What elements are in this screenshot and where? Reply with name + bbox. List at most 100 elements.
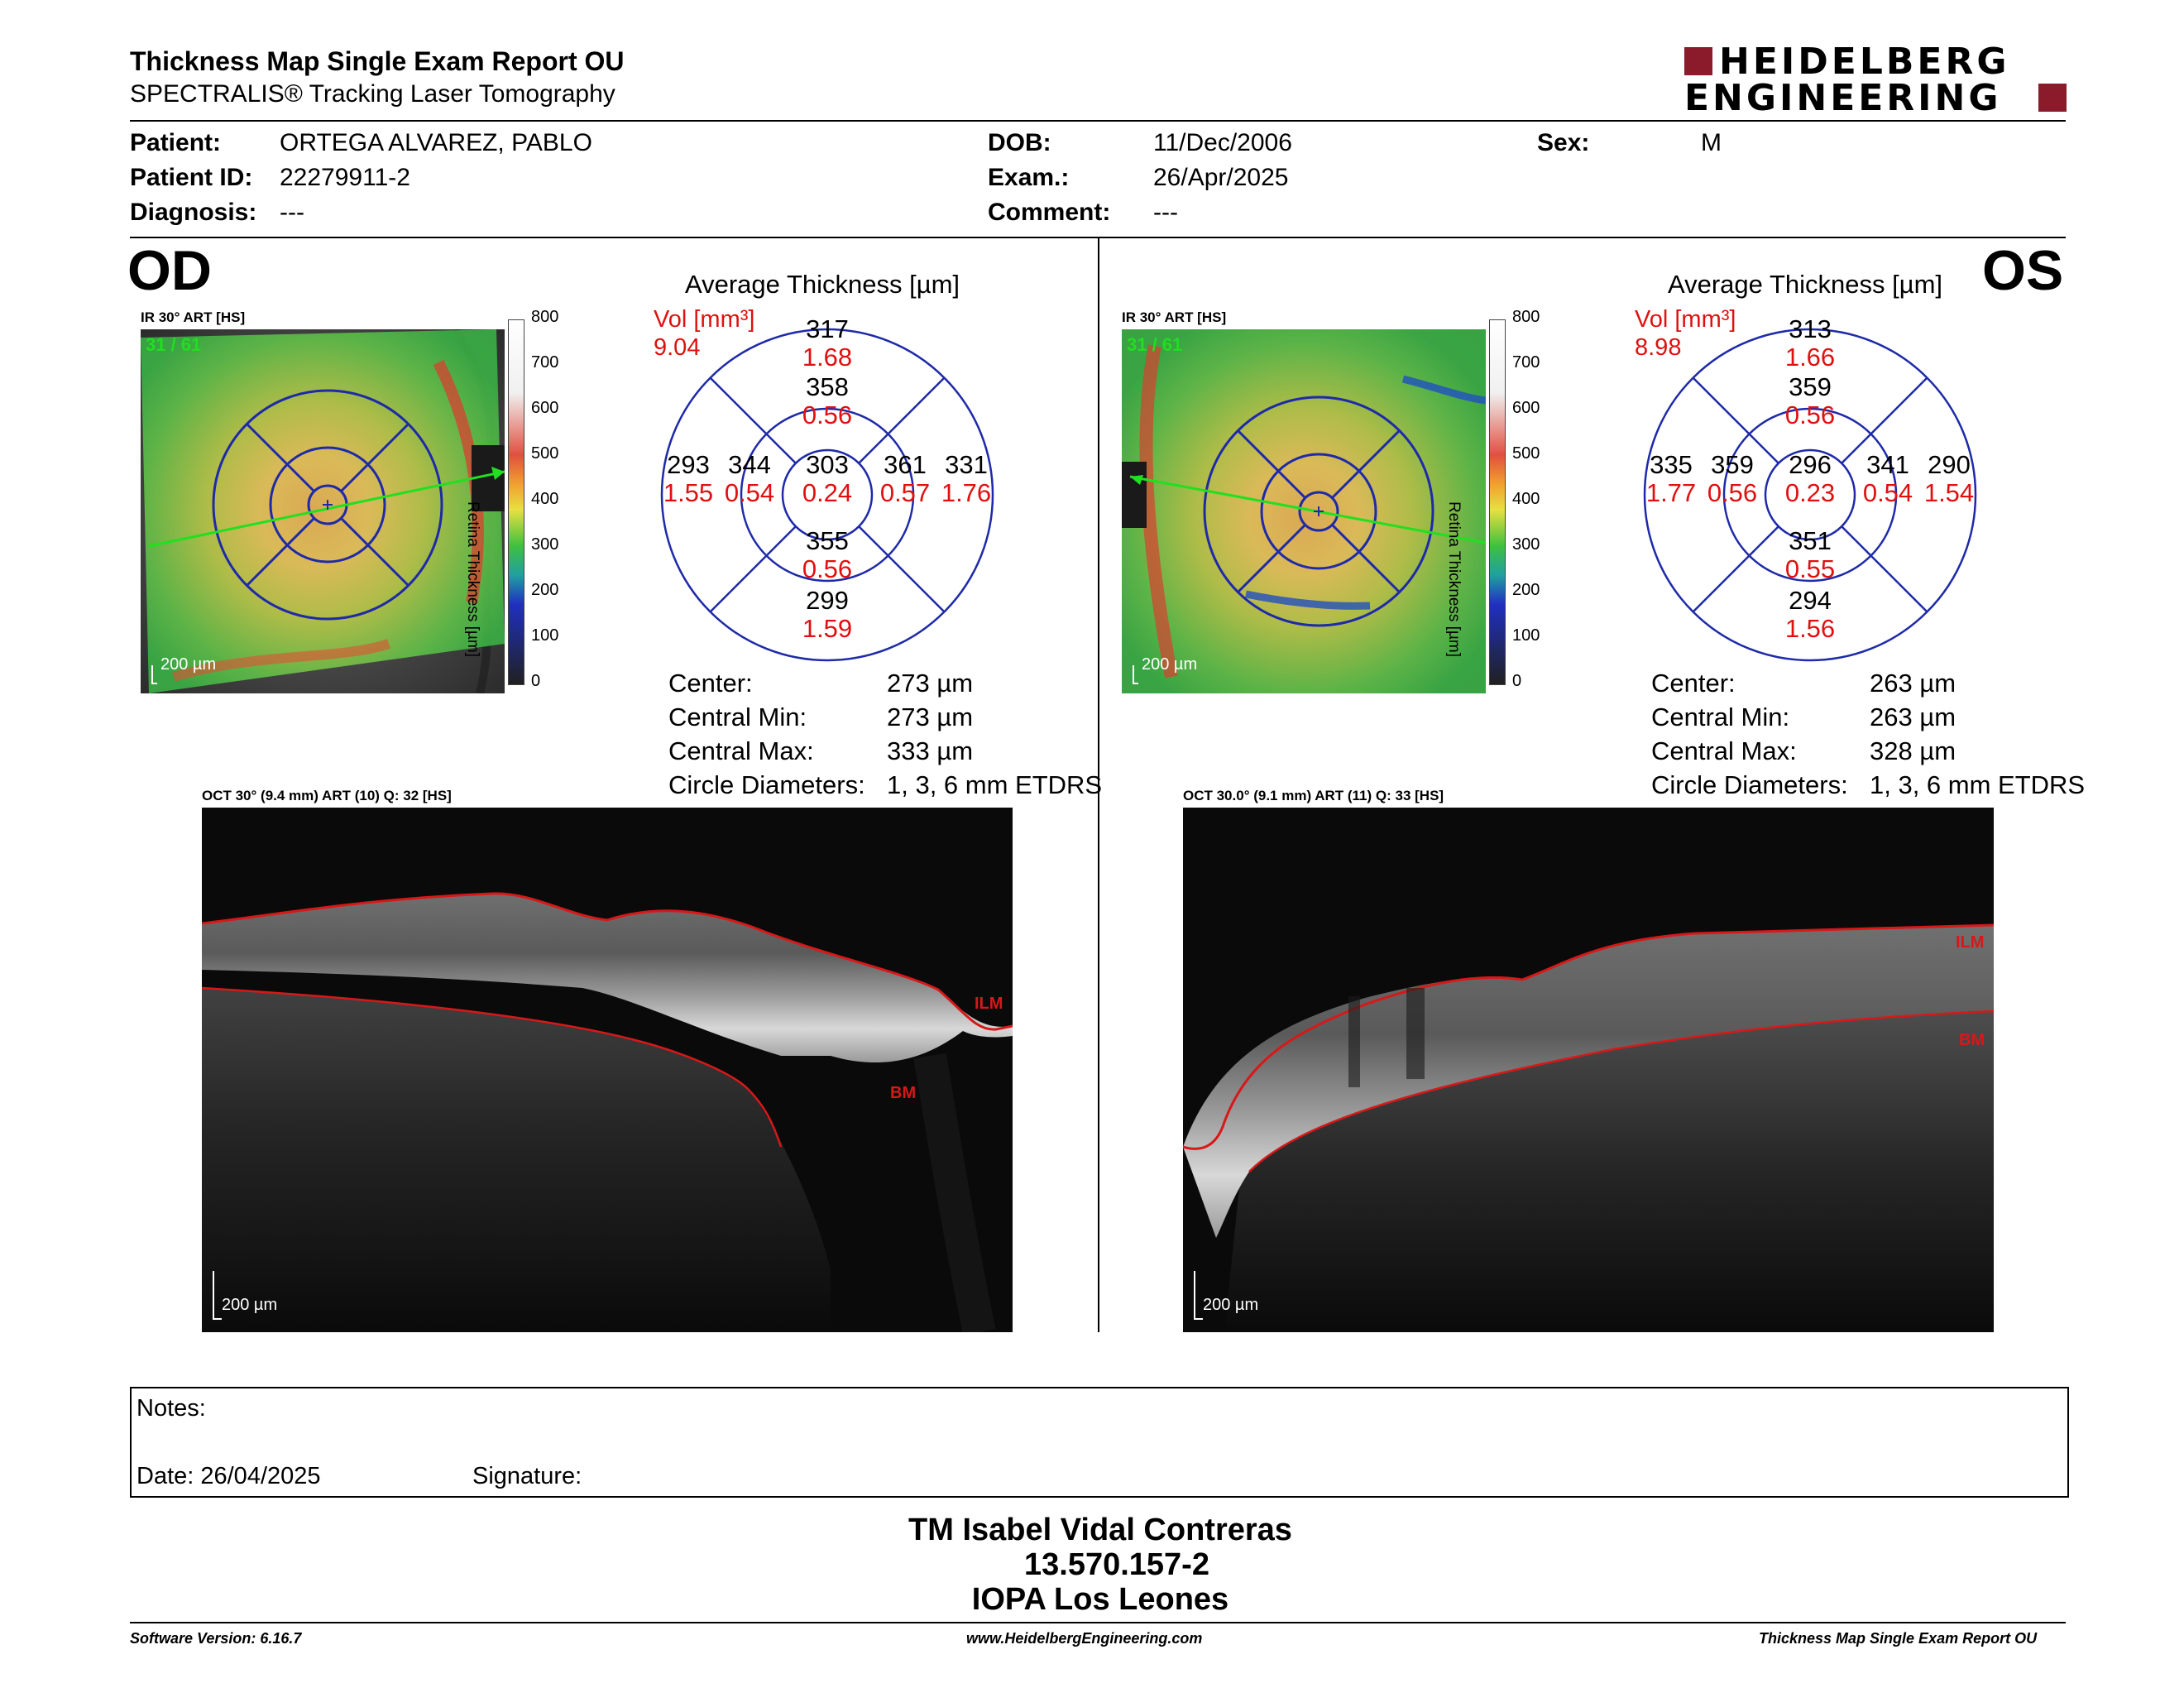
logo-square-icon-2 (2038, 84, 2067, 112)
od-etdrs-values: 317 1.68 358 0.56 293 1.55 344 0.54 303 … (660, 314, 994, 662)
od-cmax-value: 333 µm (887, 736, 974, 765)
od-oct-label: OCT 30° (9.4 mm) ART (10) Q: 32 [HS] (202, 788, 452, 803)
od-center-vol: 0.24 (802, 478, 853, 507)
os-cmax-label: Central Max: (1651, 736, 1797, 765)
sex-label: Sex: (1537, 129, 1590, 156)
patient-id-label: Patient ID: (130, 164, 253, 191)
os-center-value: 263 µm (1870, 669, 1956, 698)
os-etdrs-grid (1643, 328, 1977, 662)
dob-label: DOB: (988, 129, 1051, 156)
os-tick: 600 (1512, 399, 1540, 417)
os-oct-scale: 200 µm (1203, 1296, 1259, 1314)
os-cmin-value: 263 µm (1870, 703, 1956, 731)
diagnosis-value: --- (280, 199, 304, 226)
os-bm-label: BM (1959, 1031, 1985, 1049)
footer-report-name: Thickness Map Single Exam Report OU (1759, 1630, 2038, 1647)
os-inner-temporal-vol: 0.56 (1707, 478, 1758, 507)
od-colorbar-title: Retina Thickness [µm] (464, 501, 481, 657)
signature-label: Signature: (472, 1463, 582, 1489)
os-oct-bscan[interactable]: ILM BM 200 µm (1182, 808, 1995, 1332)
os-vol-label: Vol [mm³] (1635, 306, 1736, 333)
notes-box[interactable]: Notes: Date: 26/04/2025 Signature: (130, 1387, 2069, 1498)
os-cmax-value: 328 µm (1870, 736, 1956, 765)
os-diam-value: 1, 3, 6 mm ETDRS (1870, 770, 2086, 799)
os-center-vol: 0.23 (1784, 478, 1836, 507)
od-center: 303 (806, 450, 849, 479)
od-bm-label: BM (890, 1084, 917, 1102)
od-tick: 800 (531, 308, 559, 326)
os-avg-title: Average Thickness [µm] (1668, 270, 1943, 299)
od-outer-inferior: 299 (806, 586, 849, 615)
header-divider (130, 120, 2066, 122)
os-tick: 500 (1512, 444, 1540, 463)
od-fundus-scale: 200 µm (160, 655, 217, 674)
od-outer-nasal-vol: 1.76 (941, 478, 992, 507)
od-inner-inferior-vol: 0.56 (802, 554, 853, 583)
od-avg-title: Average Thickness [µm] (685, 270, 960, 299)
os-ir-label: IR 30° ART [HS] (1122, 309, 1227, 325)
dob-value: 11/Dec/2006 (1153, 129, 1292, 156)
patient-label: Patient: (130, 129, 222, 156)
os-outer-nasal-vol: 1.54 (1923, 478, 1975, 507)
os-inner-nasal: 341 (1866, 450, 1909, 479)
od-outer-superior: 317 (806, 314, 849, 343)
center-divider (1098, 238, 1099, 1332)
od-frame-count: 31 / 61 (146, 334, 202, 355)
os-outer-temporal-vol: 1.77 (1645, 478, 1697, 507)
od-inner-superior: 358 (806, 372, 849, 401)
notes-label: Notes: (136, 1395, 206, 1422)
os-frame-count: 31 / 61 (1127, 334, 1183, 355)
od-tick: 200 (531, 581, 559, 599)
os-tick: 700 (1512, 353, 1540, 372)
patient-id: 22279911-2 (280, 164, 410, 191)
od-outer-temporal: 293 (667, 450, 710, 479)
od-cmax-label: Central Max: (668, 736, 814, 765)
od-ir-label: IR 30° ART [HS] (141, 309, 246, 325)
os-tick: 100 (1512, 626, 1540, 645)
od-diam-label: Circle Diameters: (668, 770, 865, 799)
od-tick: 300 (531, 535, 559, 554)
od-vol-label: Vol [mm³] (654, 306, 755, 333)
od-inner-superior-vol: 0.56 (802, 400, 853, 429)
os-outer-temporal: 335 (1650, 450, 1693, 479)
logo-line2: ENGINEERING (1684, 77, 2002, 119)
os-etdrs-values: 313 1.66 359 0.56 335 1.77 359 0.56 296 … (1643, 314, 1977, 662)
od-inner-nasal: 361 (884, 450, 927, 479)
os-ilm-label: ILM (1956, 933, 1985, 952)
exam-label: Exam.: (988, 164, 1070, 191)
od-colorbar-ticks: 800 700 600 500 400 300 200 100 0 (531, 308, 581, 690)
od-center-value: 273 µm (887, 669, 974, 698)
od-tick: 400 (531, 490, 559, 508)
od-ilm-label: ILM (975, 995, 1003, 1013)
os-outer-superior-vol: 1.66 (1784, 343, 1836, 372)
os-inner-inferior: 351 (1789, 526, 1832, 555)
od-outer-inferior-vol: 1.59 (802, 614, 853, 643)
signer-rut: 13.570.157-2 (1024, 1547, 1209, 1582)
os-cmin-label: Central Min: (1651, 703, 1790, 731)
os-outer-inferior: 294 (1789, 586, 1832, 615)
od-tick: 600 (531, 399, 559, 417)
od-etdrs-grid (660, 328, 994, 662)
website-link[interactable]: www.HeidelbergEngineering.com (966, 1630, 1203, 1647)
os-tick: 400 (1512, 490, 1540, 508)
os-outer-nasal: 290 (1928, 450, 1971, 479)
os-tick: 200 (1512, 581, 1540, 599)
os-eye-label: OS (1982, 239, 2064, 302)
os-inner-inferior-vol: 0.55 (1784, 554, 1836, 583)
os-inner-temporal: 359 (1711, 450, 1754, 479)
os-tick: 300 (1512, 535, 1540, 554)
od-fundus-image[interactable]: 31 / 61 200 µm (141, 327, 505, 695)
os-center: 296 (1789, 450, 1832, 479)
sex-value: M (1701, 129, 1722, 156)
od-center-label: Center: (668, 669, 753, 698)
od-oct-bscan[interactable]: ILM BM 200 µm (201, 808, 1013, 1336)
comment-value: --- (1153, 199, 1178, 226)
os-outer-superior: 313 (1789, 314, 1832, 343)
os-fundus-image[interactable]: 31 / 61 200 µm (1122, 329, 1487, 693)
od-outer-temporal-vol: 1.55 (663, 478, 714, 507)
od-inner-temporal: 344 (728, 450, 771, 479)
od-inner-temporal-vol: 0.54 (724, 478, 775, 507)
od-inner-nasal-vol: 0.57 (879, 478, 931, 507)
os-inner-superior: 359 (1789, 372, 1832, 401)
signer-institution: IOPA Los Leones (971, 1582, 1229, 1617)
